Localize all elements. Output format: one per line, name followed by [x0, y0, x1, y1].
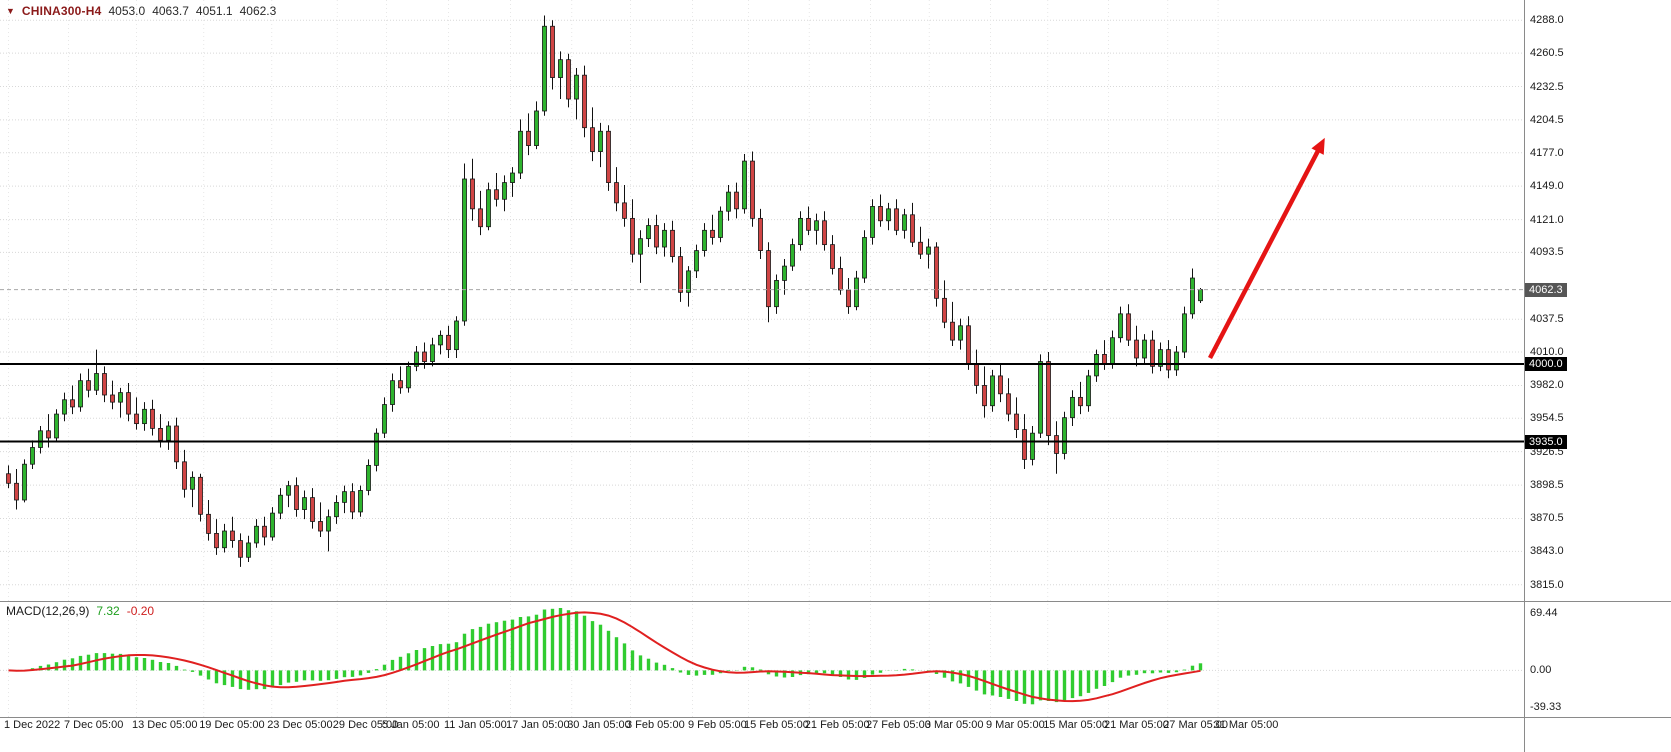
time-axis-label: 11 Jan 05:00: [444, 719, 507, 731]
price-axis-label: -39.33: [1530, 701, 1562, 713]
time-axis-label: 30 Jan 05:00: [567, 719, 631, 731]
price-tag-level-4000: 4000.0: [1525, 356, 1567, 371]
time-axis[interactable]: 1 Dec 2022 7 Dec 05:00 13 Dec 05:00 19 Dec …: [0, 719, 1524, 735]
time-axis-label: 13 Dec 05:00: [132, 719, 198, 731]
macd-signal-line: [8, 611, 1201, 703]
macd-signal-value: -0.20: [126, 604, 155, 618]
macd-name: MACD(12,26,9): [6, 604, 90, 618]
macd-main-value: 7.32: [96, 604, 120, 618]
time-axis-label: 3 Feb 05:00: [626, 719, 685, 731]
ohlc-high: 4063.7: [152, 4, 189, 18]
price-axis-label: 3926.5: [1530, 445, 1564, 458]
price-axis-label: 0.00: [1530, 664, 1552, 677]
time-axis-label: 7 Dec 05:00: [64, 719, 124, 731]
candles-layer: [6, 15, 1203, 567]
time-axis-label: 31 Mar 05:00: [1213, 719, 1279, 731]
price-axis-label: 3815.0: [1530, 578, 1564, 591]
level-lines[interactable]: [0, 362, 1524, 443]
price-axis-label: 4149.0: [1530, 180, 1564, 193]
price-axis-label: 3898.5: [1530, 479, 1564, 492]
ohlc-open: 4053.0: [108, 4, 146, 18]
ohlc-close: 4062.3: [239, 4, 277, 18]
price-tag-level-3935: 3935.0: [1525, 434, 1567, 449]
price-axis-label: 69.44: [1530, 607, 1558, 619]
time-axis-label: 19 Dec 05:00: [199, 719, 265, 731]
price-axis-label: 4010.0: [1530, 346, 1564, 359]
ohlc-low: 4051.1: [195, 4, 233, 18]
time-axis-label: 3 Mar 05:00: [924, 719, 984, 731]
macd-histogram: [14, 608, 1203, 705]
price-axis-label: 4093.5: [1530, 246, 1564, 259]
price-axis-label: 4204.5: [1530, 113, 1564, 126]
price-tag-current: 4062.3: [1525, 282, 1567, 297]
time-axis-label: 29 Dec 05:00: [332, 719, 399, 731]
time-axis-label: 15 Feb 05:00: [744, 719, 809, 731]
grid-layer: [0, 0, 1524, 718]
time-axis-label: 17 Jan 05:00: [506, 719, 570, 731]
time-axis-label: 15 Mar 05:00: [1043, 719, 1109, 731]
time-axis-label: 1 Dec 2022: [4, 719, 61, 731]
time-axis-label: 9 Feb 05:00: [688, 719, 747, 731]
macd-indicator-label: MACD(12,26,9) 7.32 -0.20: [6, 604, 154, 618]
time-axis-label: 23 Dec 05:00: [267, 719, 333, 731]
price-axis-label: 4232.5: [1530, 80, 1564, 93]
price-axis-label: 4177.0: [1530, 146, 1564, 159]
price-axis-label: 3870.5: [1530, 512, 1564, 525]
symbol-header: ▼ CHINA300-H4 4053.0 4063.7 4051.1 4062.…: [6, 4, 276, 18]
time-axis-label: 21 Mar 05:00: [1104, 719, 1169, 731]
price-axis-label: 4260.5: [1530, 47, 1564, 60]
time-axis-label: 27 Mar 05:00: [1163, 719, 1229, 731]
chevron-down-icon[interactable]: ▼: [6, 6, 15, 16]
price-axis-label: 3954.5: [1530, 412, 1564, 425]
time-axis-label: 21 Feb 05:00: [804, 719, 870, 731]
time-axis-label: 5 Jan 05:00: [382, 719, 440, 731]
price-axis-label: 4037.5: [1530, 313, 1564, 326]
price-axis-label: 4288.0: [1530, 14, 1564, 27]
price-axis-label: 3843.0: [1530, 545, 1564, 558]
price-axis[interactable]: 4288.0 4260.5 4232.5 4204.5 4177.0 4149.0 4121…: [1525, 0, 1671, 752]
trend-arrow[interactable]: [1208, 137, 1325, 360]
time-axis-label: 27 Feb 05:00: [866, 719, 931, 731]
time-axis-label: 9 Mar 05:00: [986, 719, 1045, 731]
price-axis-label: 3982.0: [1530, 379, 1564, 392]
price-axis-label: 4121.0: [1530, 213, 1564, 226]
symbol-title: CHINA300-H4: [21, 4, 102, 18]
